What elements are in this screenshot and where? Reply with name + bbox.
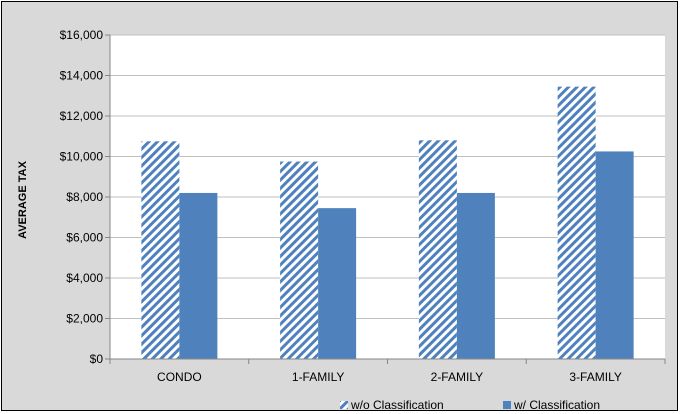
y-tick-label: $6,000 <box>66 231 103 245</box>
x-tick-label: 3-FAMILY <box>569 370 621 384</box>
bars <box>141 86 634 359</box>
y-tick-label: $8,000 <box>66 190 103 204</box>
bar-with-classification-condo <box>179 192 218 359</box>
bar-with-classification-2-family <box>456 192 495 359</box>
x-tick-label: 1-FAMILY <box>292 370 344 384</box>
y-tick-label: $16,000 <box>60 28 104 42</box>
x-tick-label: CONDO <box>157 370 202 384</box>
x-axis-ticks: CONDO 1-FAMILY 2-FAMILY 3-FAMILY <box>109 359 666 384</box>
y-tick-label: $2,000 <box>66 312 103 326</box>
bar-without-classification-1-family <box>280 161 319 359</box>
legend-swatch-without-classification <box>340 401 348 409</box>
y-tick-label: $12,000 <box>60 109 104 123</box>
y-tick-label: $10,000 <box>60 150 104 164</box>
y-axis-title: AVERAGE TAX <box>17 160 29 238</box>
y-tick-label: $14,000 <box>60 69 104 83</box>
bar-without-classification-2-family <box>418 140 457 359</box>
y-tick-label: $4,000 <box>66 271 103 285</box>
legend-swatch-with-classification <box>503 401 511 409</box>
y-axis-ticks: $0 $2,000 $4,000 $6,000 $8,000 $10,000 $12,000… <box>60 28 110 366</box>
y-tick-label: $0 <box>90 352 104 366</box>
bar-with-classification-1-family <box>318 208 357 359</box>
bar-without-classification-condo <box>141 141 180 359</box>
bar-without-classification-3-family <box>557 86 596 359</box>
x-tick-label: 2-FAMILY <box>431 370 483 384</box>
legend-label-without-classification: w/o Classification <box>350 398 444 412</box>
legend: w/o Classification w/ Classification <box>340 398 600 412</box>
legend-label-with-classification: w/ Classification <box>513 398 600 412</box>
bar-with-classification-3-family <box>595 151 634 359</box>
